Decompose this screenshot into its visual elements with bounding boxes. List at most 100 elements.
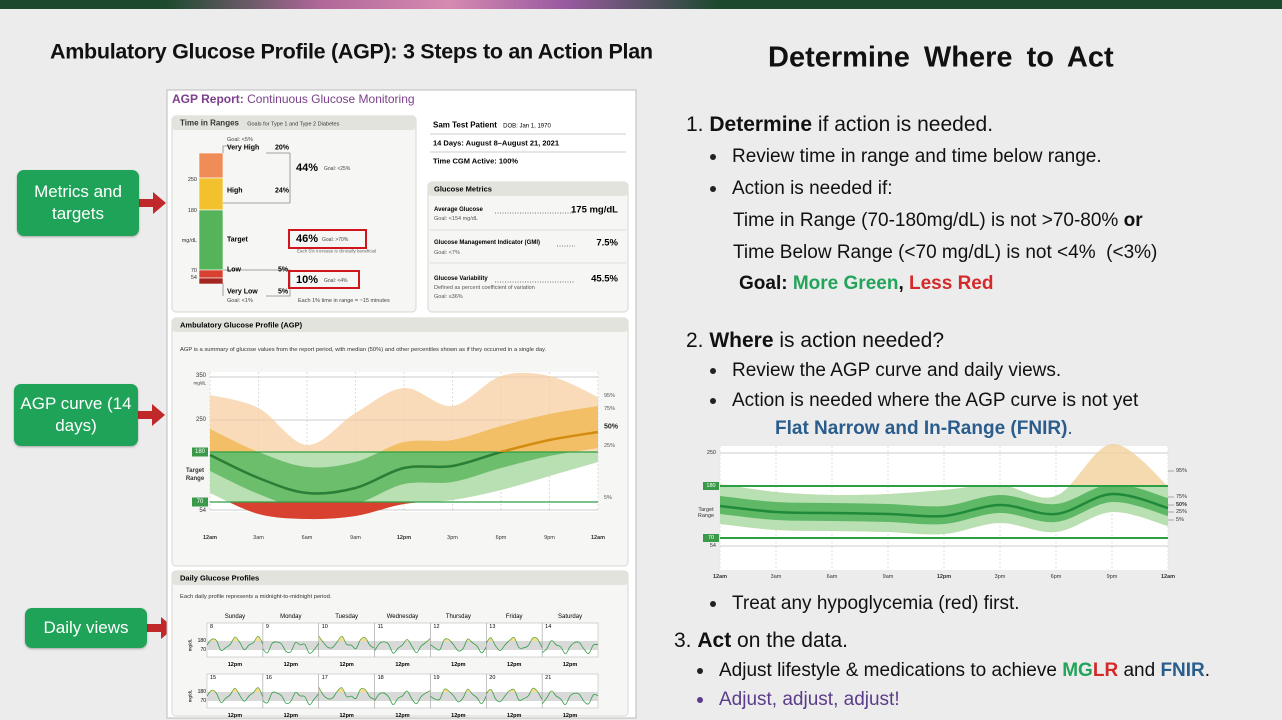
- bullet: [710, 367, 716, 374]
- profile-line: [206, 635, 264, 652]
- text-part: FNIR: [1160, 660, 1205, 681]
- x-axis-label: 12am: [202, 535, 218, 541]
- range-percent: 5%: [278, 288, 289, 296]
- text-part: Where: [709, 329, 774, 352]
- x-axis-label: 6pm: [1050, 574, 1062, 580]
- percentile-label: 50%: [1176, 502, 1188, 508]
- section-header: [428, 182, 628, 196]
- text-part: Adjust lifestyle & medications to achiev…: [719, 660, 1057, 681]
- range-marker: [703, 534, 719, 542]
- y-axis-label: 350: [195, 373, 206, 379]
- date-label: 13: [489, 624, 496, 630]
- text-part: is action needed?: [779, 329, 945, 352]
- x-axis-label: 9am: [350, 535, 361, 541]
- condition: Time in Range (70-180mg/dL) is not >70-8…: [733, 210, 1143, 232]
- text-part: ,: [898, 273, 904, 294]
- step-heading: 2. Where is action needed?: [686, 329, 944, 353]
- metric-goal: Goal: ≤36%: [434, 294, 463, 300]
- tir-note: Goals for Type 1 and Type 2 Diabetes: [247, 121, 340, 128]
- inner-band-in-range: [210, 452, 573, 502]
- callout-button: AGP curve (14 days): [14, 384, 138, 446]
- y-axis-label: 54: [199, 508, 206, 514]
- day-label: Wednesday: [386, 614, 419, 620]
- range-bar: [198, 277, 224, 285]
- x-axis-label: 12am: [1160, 574, 1176, 580]
- target-band: [207, 641, 598, 650]
- goal-line: Goal: More Green, Less Red: [739, 273, 993, 295]
- patient-box: [428, 116, 628, 174]
- metric-goal: Goal: <154 mg/dL: [434, 216, 478, 222]
- range-percent: 24%: [275, 187, 290, 195]
- bullet: [710, 185, 716, 192]
- text-part: MG: [1062, 660, 1093, 681]
- x-axis-label: 3am: [253, 535, 264, 541]
- time-label: 12pm: [227, 662, 243, 668]
- section-header: [172, 318, 628, 332]
- metric-name: Glucose Variability: [434, 276, 488, 282]
- time-label: 12pm: [283, 662, 298, 668]
- range-total: 10%: [296, 274, 319, 286]
- text-part: Review time in range and time below rang…: [732, 146, 1102, 167]
- bullet: [710, 397, 716, 404]
- level-label: 180: [197, 689, 206, 695]
- text-part: Treat any hypoglycemia (red) first.: [732, 593, 1020, 614]
- range-percent: 5%: [278, 266, 289, 274]
- text-part: LR: [1092, 660, 1119, 681]
- goal-text: Goal: >70%: [322, 237, 349, 243]
- callout-button: Metrics and targets: [17, 170, 139, 236]
- percentile-label: 25%: [604, 443, 616, 449]
- time-label: 12pm: [395, 713, 410, 719]
- tir-axis-label: 180: [187, 208, 197, 214]
- time-label: 12pm: [227, 713, 243, 719]
- time-label: 12pm: [451, 713, 466, 719]
- range-label: High: [227, 187, 243, 195]
- text-part: Less Red: [909, 273, 994, 294]
- unit-label: mg/dL: [187, 638, 193, 652]
- text-part: .: [1204, 660, 1211, 681]
- profile-line: [541, 690, 599, 705]
- agp-description: AGP is a summary of glucose values from …: [180, 347, 547, 353]
- slide-title: Ambulatory Glucose Profile (AGP): 3 Step…: [50, 39, 653, 64]
- percentile-label: 50%: [604, 423, 619, 431]
- percentile-label: 95%: [1176, 468, 1188, 474]
- text-part: 1.: [686, 113, 704, 136]
- profile-high: [318, 636, 375, 641]
- arrow: [139, 192, 166, 214]
- patient-dob: DOB: Jan 1, 1970: [503, 123, 551, 130]
- profile-line: [430, 688, 487, 705]
- goal-text: Goal: <25%: [324, 166, 351, 172]
- metrics-title: Glucose Metrics: [434, 184, 492, 194]
- date-label: 19: [433, 675, 440, 681]
- date-label: 11: [377, 624, 384, 630]
- condition: Time Below Range (<70 mg/dL) is not <4% …: [733, 242, 1157, 264]
- range-bar: [198, 177, 224, 211]
- y-axis-label: 70: [196, 499, 204, 505]
- goal-text: Goal: <4%: [324, 278, 348, 284]
- step-heading: 3. Act on the data.: [674, 629, 848, 653]
- percentile-label: 25%: [1176, 509, 1188, 515]
- tir-axis-label: 250: [187, 177, 197, 183]
- x-axis-label: 6am: [826, 574, 838, 580]
- percentile-label: 5%: [604, 495, 612, 501]
- note-text: Each 5% increase is clinically beneficia…: [297, 248, 377, 254]
- profile-high: [318, 687, 375, 692]
- fnir-highlight: Flat Narrow and In-Range (FNIR).: [775, 418, 1073, 440]
- patient-period: 14 Days: August 8–August 21, 2021: [433, 138, 560, 148]
- time-label: 12pm: [339, 713, 354, 719]
- daily-description: Each daily profile represents a midnight…: [180, 594, 332, 600]
- metric-value: 7.5%: [596, 237, 618, 249]
- goal-text: Goal: <5%: [227, 137, 253, 143]
- unit-label: mg/dL: [187, 689, 193, 703]
- date-label: 21: [545, 675, 552, 681]
- percentile-label: 5%: [1176, 517, 1184, 523]
- date-label: 14: [545, 624, 552, 630]
- date-label: 9: [265, 624, 269, 630]
- profile-line: [374, 638, 431, 654]
- highlight-box: [288, 229, 367, 249]
- percentile-label: 75%: [1176, 494, 1188, 500]
- date-label: 16: [265, 675, 272, 681]
- text-part: Action is needed where the AGP curve is …: [732, 390, 1139, 411]
- section-header: [172, 571, 628, 585]
